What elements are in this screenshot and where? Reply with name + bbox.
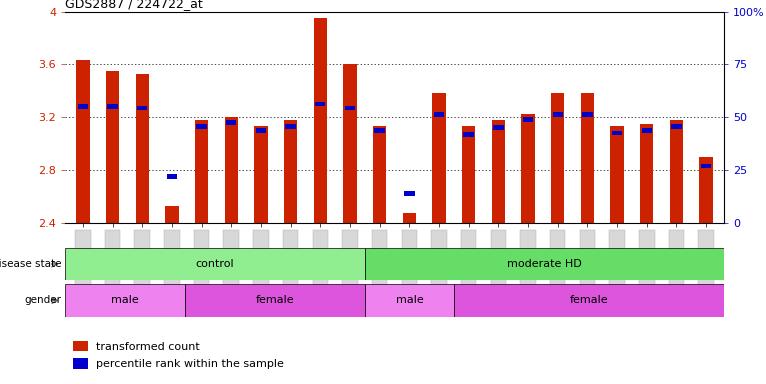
Bar (65, 284, 185, 317)
Bar (582, 112, 593, 117)
FancyBboxPatch shape (520, 230, 535, 286)
Bar (699, 157, 712, 223)
Bar (73, 341, 88, 351)
FancyBboxPatch shape (669, 230, 684, 286)
Text: GDS2887 / 224722_at: GDS2887 / 224722_at (65, 0, 203, 10)
FancyBboxPatch shape (75, 230, 90, 286)
Bar (136, 74, 149, 223)
Bar (165, 205, 178, 223)
Text: transformed count: transformed count (96, 341, 199, 352)
Bar (196, 124, 207, 129)
FancyBboxPatch shape (699, 230, 714, 286)
Text: percentile rank within the sample: percentile rank within the sample (96, 359, 283, 369)
FancyBboxPatch shape (135, 230, 150, 286)
Bar (106, 71, 119, 223)
Bar (167, 174, 177, 179)
Bar (492, 120, 505, 223)
Text: male: male (395, 295, 424, 306)
Text: control: control (195, 259, 234, 269)
Bar (195, 120, 208, 223)
Bar (612, 131, 622, 135)
Bar (313, 18, 327, 223)
FancyBboxPatch shape (224, 230, 239, 286)
Bar (137, 106, 147, 110)
FancyBboxPatch shape (490, 230, 506, 286)
Bar (284, 120, 297, 223)
FancyBboxPatch shape (254, 230, 269, 286)
FancyBboxPatch shape (580, 230, 595, 286)
Bar (185, 284, 365, 317)
Bar (641, 128, 652, 132)
Bar (522, 114, 535, 223)
FancyBboxPatch shape (164, 230, 180, 286)
Text: female: female (570, 295, 608, 306)
Bar (77, 104, 88, 109)
Bar (523, 118, 533, 122)
FancyBboxPatch shape (550, 230, 565, 286)
FancyBboxPatch shape (372, 230, 388, 286)
Bar (463, 132, 474, 137)
Bar (404, 191, 414, 196)
Bar (669, 120, 683, 223)
FancyBboxPatch shape (313, 230, 328, 286)
Bar (365, 284, 454, 317)
FancyBboxPatch shape (283, 230, 299, 286)
Bar (701, 164, 712, 168)
FancyBboxPatch shape (461, 230, 476, 286)
FancyBboxPatch shape (401, 230, 417, 286)
Bar (77, 60, 90, 223)
Bar (254, 126, 267, 223)
FancyBboxPatch shape (105, 230, 120, 286)
Bar (375, 128, 385, 132)
Bar (286, 124, 296, 129)
Bar (434, 112, 444, 117)
Bar (552, 112, 563, 117)
FancyBboxPatch shape (639, 230, 654, 286)
FancyBboxPatch shape (431, 230, 447, 286)
Bar (551, 93, 565, 223)
Bar (454, 284, 724, 317)
Text: female: female (255, 295, 294, 306)
Bar (256, 128, 266, 132)
Bar (73, 358, 88, 369)
FancyBboxPatch shape (609, 230, 625, 286)
Bar (343, 64, 357, 223)
Bar (315, 102, 326, 106)
Bar (224, 117, 238, 223)
FancyBboxPatch shape (342, 230, 358, 286)
Bar (403, 214, 416, 223)
Bar (365, 248, 724, 280)
Text: disease state: disease state (0, 259, 61, 269)
Bar (65, 248, 365, 280)
FancyBboxPatch shape (194, 230, 209, 286)
Bar (581, 93, 594, 223)
Bar (611, 126, 624, 223)
Bar (462, 126, 476, 223)
Bar (493, 125, 503, 130)
Bar (373, 126, 386, 223)
Bar (671, 124, 682, 129)
Text: moderate HD: moderate HD (507, 259, 581, 269)
Bar (107, 104, 118, 109)
Text: gender: gender (25, 295, 61, 306)
Bar (345, 106, 355, 110)
Bar (640, 124, 653, 223)
Bar (432, 93, 446, 223)
Text: male: male (111, 295, 139, 306)
Bar (226, 120, 237, 125)
